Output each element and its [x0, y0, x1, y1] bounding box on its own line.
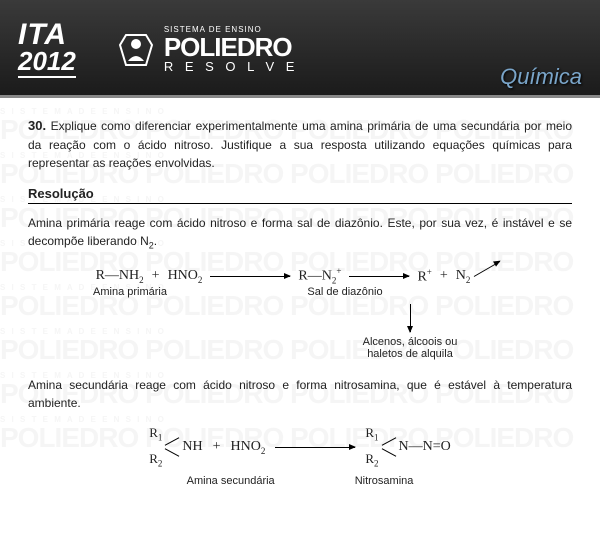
exam-year: 2012 [18, 48, 76, 74]
arrow-down-icon [410, 304, 411, 332]
arrow-up-icon [474, 261, 500, 277]
label-amina-primaria: Amina primária [60, 286, 200, 298]
label-nitrosamina: Nitrosamina [355, 475, 414, 487]
page-header: ITA 2012 SISTEMA DE ENSINO POLIEDRO R E … [0, 0, 600, 98]
arrow-icon [349, 276, 409, 277]
resolution-title: Resolução [28, 186, 572, 204]
question-text: 30. Explique como diferenciar experiment… [28, 116, 572, 172]
reaction-1: R—NH2 + HNO2 R—N2+ R+ + N2 Amina primári… [28, 266, 572, 359]
products-label: Alcenos, álcoois ou haletos de alquila [363, 336, 458, 360]
content-area: 30. Explique como diferenciar experiment… [0, 98, 600, 497]
reaction-2: R1 R2 NH + HNO2 R1 R2 N—N=O [28, 426, 572, 469]
logo-name: POLIEDRO [164, 34, 299, 60]
question-number: 30. [28, 118, 46, 133]
poliedro-icon [114, 27, 158, 71]
subject-label: Química [500, 64, 582, 90]
logo-subtitle: R E S O L V E [164, 60, 299, 73]
label-sal-diazonio: Sal de diazônio [290, 286, 400, 298]
resolution-para-2: Amina secundária reage com ácido nitroso… [28, 376, 572, 412]
logo: SISTEMA DE ENSINO POLIEDRO R E S O L V E [114, 26, 299, 73]
arrow-icon [210, 276, 290, 277]
resolution-para-1: Amina primária reage com ácido nitroso e… [28, 214, 572, 253]
arrow-icon [275, 447, 355, 448]
exam-badge: ITA 2012 [0, 12, 94, 86]
label-amina-secundaria: Amina secundária [187, 475, 275, 487]
